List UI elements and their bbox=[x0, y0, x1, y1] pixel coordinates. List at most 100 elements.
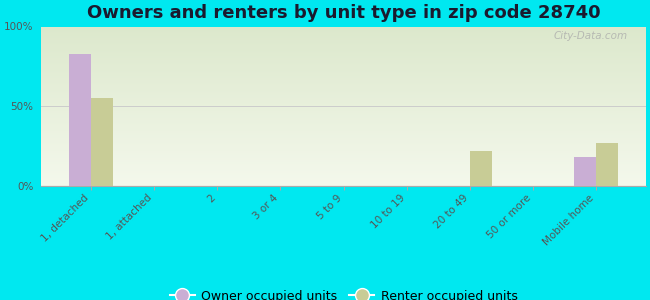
Bar bbox=[42, 52, 646, 53]
Bar bbox=[42, 125, 646, 126]
Bar bbox=[42, 180, 646, 181]
Bar bbox=[42, 132, 646, 133]
Bar bbox=[42, 74, 646, 75]
Bar bbox=[42, 176, 646, 177]
Bar bbox=[42, 82, 646, 83]
Bar bbox=[42, 160, 646, 161]
Bar bbox=[42, 161, 646, 162]
Bar bbox=[42, 41, 646, 42]
Bar bbox=[42, 102, 646, 103]
Bar bbox=[42, 63, 646, 64]
Bar bbox=[42, 45, 646, 46]
Bar bbox=[42, 106, 646, 107]
Bar bbox=[42, 51, 646, 52]
Bar bbox=[42, 154, 646, 155]
Bar bbox=[42, 100, 646, 101]
Bar bbox=[42, 109, 646, 110]
Bar bbox=[42, 48, 646, 49]
Bar bbox=[42, 173, 646, 174]
Bar bbox=[42, 32, 646, 33]
Bar bbox=[42, 92, 646, 93]
Bar bbox=[42, 122, 646, 123]
Bar bbox=[42, 108, 646, 109]
Bar bbox=[42, 153, 646, 154]
Bar bbox=[42, 156, 646, 157]
Bar bbox=[42, 172, 646, 173]
Bar bbox=[42, 103, 646, 104]
Bar bbox=[42, 86, 646, 87]
Bar bbox=[42, 168, 646, 169]
Bar bbox=[42, 43, 646, 44]
Bar bbox=[42, 155, 646, 156]
Bar bbox=[42, 61, 646, 62]
Bar bbox=[42, 81, 646, 82]
Bar bbox=[42, 85, 646, 86]
Bar bbox=[42, 69, 646, 70]
Bar bbox=[42, 72, 646, 73]
Bar bbox=[42, 39, 646, 40]
Bar bbox=[42, 166, 646, 167]
Bar bbox=[42, 174, 646, 175]
Bar bbox=[42, 157, 646, 158]
Bar bbox=[42, 134, 646, 135]
Bar bbox=[42, 34, 646, 35]
Bar bbox=[42, 113, 646, 114]
Bar bbox=[42, 95, 646, 96]
Bar bbox=[42, 184, 646, 185]
Bar bbox=[42, 133, 646, 134]
Bar bbox=[42, 159, 646, 160]
Bar bbox=[42, 165, 646, 166]
Bar bbox=[574, 157, 596, 186]
Bar bbox=[42, 79, 646, 80]
Title: Owners and renters by unit type in zip code 28740: Owners and renters by unit type in zip c… bbox=[86, 4, 601, 22]
Bar bbox=[42, 182, 646, 183]
Bar bbox=[42, 85, 646, 86]
Bar bbox=[42, 76, 646, 77]
Bar bbox=[42, 99, 646, 100]
Bar bbox=[42, 142, 646, 143]
Bar bbox=[42, 107, 646, 108]
Bar bbox=[42, 145, 646, 146]
Bar bbox=[42, 26, 646, 27]
Bar bbox=[42, 80, 646, 81]
Bar bbox=[42, 119, 646, 120]
Text: City-Data.com: City-Data.com bbox=[554, 31, 628, 41]
Bar bbox=[42, 89, 646, 90]
Bar bbox=[42, 115, 646, 116]
Bar bbox=[91, 98, 113, 186]
Bar bbox=[42, 112, 646, 113]
Bar bbox=[42, 126, 646, 127]
Bar bbox=[42, 177, 646, 178]
Bar bbox=[42, 147, 646, 148]
Bar bbox=[42, 28, 646, 29]
Bar bbox=[42, 131, 646, 132]
Bar bbox=[42, 105, 646, 106]
Bar bbox=[42, 77, 646, 78]
Bar bbox=[42, 110, 646, 111]
Bar bbox=[42, 71, 646, 72]
Bar bbox=[42, 141, 646, 142]
Bar bbox=[42, 49, 646, 50]
Bar bbox=[42, 57, 646, 58]
Bar bbox=[42, 65, 646, 66]
Bar bbox=[42, 60, 646, 61]
Bar bbox=[42, 129, 646, 130]
Bar bbox=[42, 40, 646, 41]
Bar bbox=[42, 116, 646, 117]
Bar bbox=[42, 36, 646, 37]
Bar bbox=[42, 93, 646, 94]
Bar bbox=[42, 144, 646, 145]
Bar bbox=[42, 117, 646, 118]
Bar bbox=[42, 130, 646, 131]
Bar bbox=[42, 59, 646, 60]
Legend: Owner occupied units, Renter occupied units: Owner occupied units, Renter occupied un… bbox=[164, 285, 523, 300]
Bar bbox=[42, 150, 646, 151]
Bar bbox=[42, 151, 646, 152]
Bar bbox=[42, 97, 646, 98]
Bar bbox=[42, 98, 646, 99]
Bar bbox=[42, 55, 646, 56]
Bar bbox=[42, 183, 646, 184]
Bar bbox=[42, 185, 646, 186]
Bar bbox=[42, 120, 646, 121]
Bar bbox=[42, 58, 646, 59]
